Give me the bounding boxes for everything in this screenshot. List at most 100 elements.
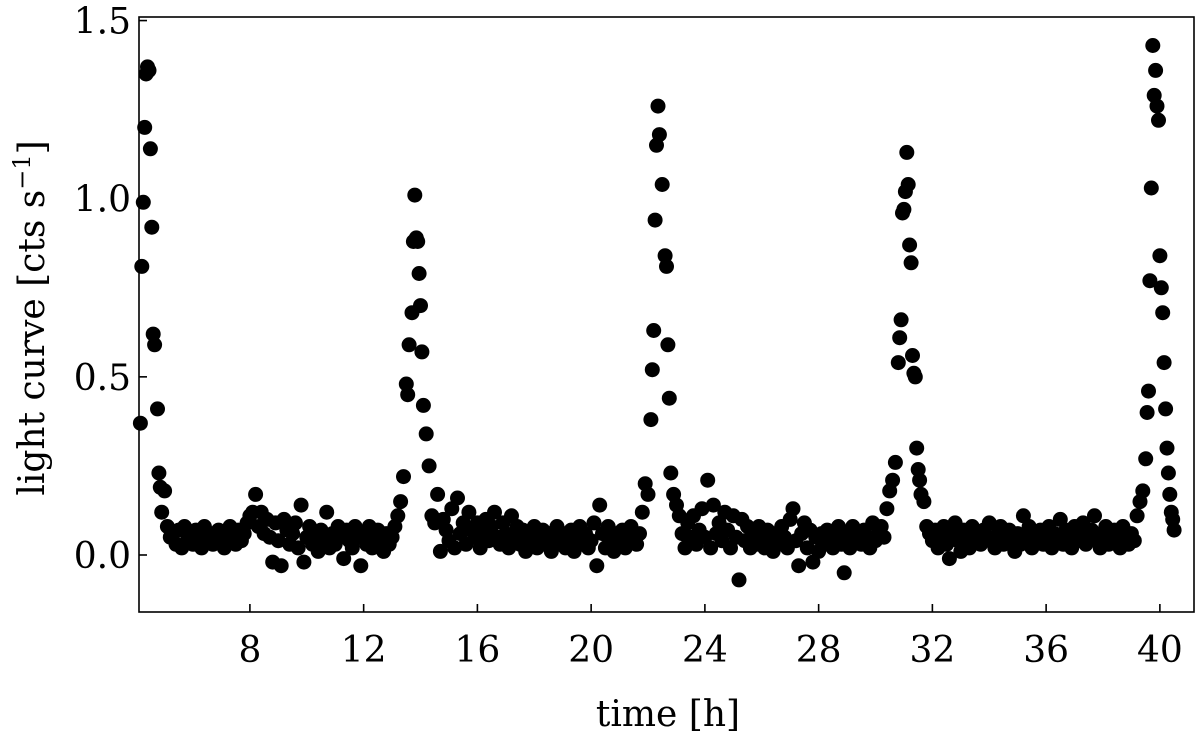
data-point	[899, 144, 915, 160]
data-point	[646, 323, 662, 338]
data-point	[1148, 62, 1164, 78]
data-point	[981, 515, 997, 531]
data-point	[450, 490, 465, 506]
data-point	[1160, 465, 1176, 481]
data-point	[270, 533, 286, 549]
data-point	[661, 390, 677, 406]
data-point	[941, 551, 957, 567]
data-point	[132, 415, 148, 431]
scatter-points	[132, 38, 1182, 588]
data-point	[1159, 440, 1175, 456]
data-point	[879, 501, 895, 517]
data-point	[157, 483, 173, 499]
data-point	[1156, 355, 1172, 371]
data-point	[903, 255, 919, 271]
data-point	[896, 201, 912, 217]
x-tick-label: 40	[1137, 630, 1183, 671]
data-point	[296, 554, 312, 570]
data-point	[413, 298, 428, 314]
data-point	[876, 529, 892, 545]
data-point	[141, 62, 157, 78]
data-point	[418, 426, 434, 442]
data-point	[1166, 522, 1182, 538]
data-point	[134, 258, 150, 274]
data-point	[287, 515, 303, 531]
x-tick-label: 28	[796, 630, 842, 671]
y-tick-label: 1.0	[74, 180, 131, 221]
data-point	[909, 440, 925, 456]
data-point	[694, 501, 710, 517]
data-point	[703, 540, 719, 556]
data-point	[885, 472, 901, 488]
data-point	[1135, 483, 1151, 499]
data-point	[663, 465, 679, 481]
y-axis-title-exponent: −1	[8, 154, 36, 189]
data-point	[1155, 305, 1171, 321]
y-tick-label: 0.5	[74, 358, 131, 399]
data-point	[893, 312, 909, 328]
data-point	[644, 362, 660, 378]
data-point	[414, 344, 430, 360]
data-point	[1153, 280, 1169, 296]
x-tick-label: 20	[568, 630, 614, 671]
data-point	[589, 558, 605, 574]
data-point	[912, 472, 928, 488]
data-point	[1145, 38, 1161, 53]
data-point	[785, 501, 801, 517]
data-point	[393, 494, 409, 510]
data-point	[654, 177, 670, 192]
data-point	[401, 337, 417, 353]
x-axis-ticks: 8 12 16 20 24 28 32 36 40	[238, 604, 1183, 671]
data-point	[396, 469, 411, 485]
data-point	[1149, 98, 1165, 114]
data-point	[799, 540, 815, 556]
data-point	[461, 504, 477, 520]
data-point	[390, 508, 406, 524]
data-point	[487, 504, 502, 520]
data-point	[415, 397, 431, 413]
data-point	[142, 141, 158, 157]
data-point	[144, 219, 160, 235]
x-tick-label: 32	[909, 630, 955, 671]
data-point	[1129, 508, 1145, 524]
data-point	[336, 551, 352, 567]
data-point	[643, 412, 659, 428]
x-tick-label: 24	[682, 630, 728, 671]
x-tick-label: 16	[454, 630, 500, 671]
data-point	[902, 237, 918, 253]
data-point	[907, 369, 923, 385]
y-tick-label: 0.0	[74, 536, 131, 577]
data-point	[430, 486, 446, 502]
data-point	[290, 540, 306, 556]
data-point	[150, 401, 165, 417]
data-point	[1087, 508, 1102, 524]
y-axis-title-close: ]	[12, 140, 53, 154]
data-point	[583, 533, 599, 549]
data-point	[407, 187, 423, 203]
data-point	[890, 355, 906, 371]
data-point	[410, 234, 426, 249]
x-tick-label: 36	[1023, 630, 1069, 671]
data-point	[447, 540, 463, 556]
data-point	[319, 504, 335, 520]
data-point	[135, 194, 151, 210]
data-point	[836, 565, 852, 581]
plot-frame	[138, 16, 1195, 613]
data-point	[1162, 486, 1178, 502]
data-point	[905, 348, 920, 363]
data-point	[887, 454, 903, 470]
data-point	[586, 515, 602, 531]
data-point	[892, 330, 908, 346]
data-point	[660, 337, 676, 353]
data-point	[1152, 248, 1168, 264]
data-point	[353, 558, 369, 574]
y-axis-title: light curve [cts s−1]	[8, 140, 53, 495]
y-tick-label: 1.5	[74, 2, 131, 43]
data-point	[791, 558, 807, 574]
y-axis-title-main: light curve [cts s	[12, 190, 53, 496]
data-point	[432, 543, 448, 559]
data-point	[1158, 401, 1174, 417]
data-point	[659, 258, 674, 274]
